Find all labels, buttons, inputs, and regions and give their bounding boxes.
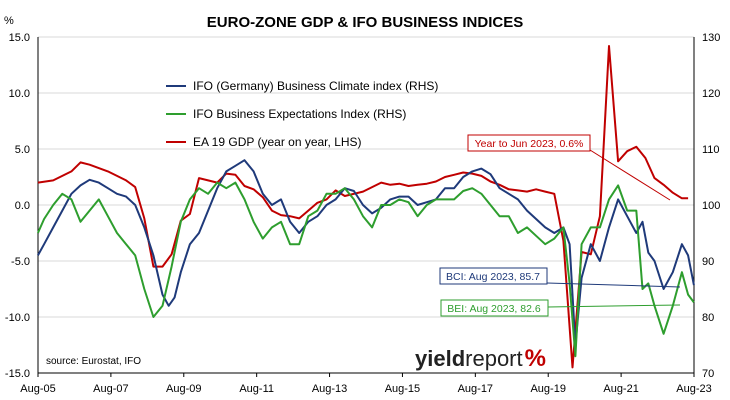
left-axis: 15.0 10.0 5.0 0.0 -5.0 -10.0 -15.0% [4, 15, 30, 380]
left-tick-label: -10.0 [5, 312, 30, 324]
legend: IFO (Germany) Business Climate index (RH… [166, 79, 438, 149]
left-tick-label: 15.0 [9, 32, 30, 44]
right-tick-label: 130 [702, 32, 720, 44]
right-tick-label: 120 [702, 88, 720, 100]
left-tick-label: 0.0 [15, 200, 30, 212]
x-axis: Aug-05 Aug-07 Aug-09 Aug-11 Aug-13 Aug-15 Aug-… [20, 373, 712, 395]
left-tick-label: 10.0 [9, 88, 30, 100]
legend-label-bei: IFO Business Expectations Index (RHS) [193, 107, 406, 121]
annotations: Year to Jun 2023, 0.6% BCI: Aug 2023, 85… [439, 134, 681, 317]
x-tick-label: Aug-05 [20, 383, 55, 395]
right-tick-label: 90 [702, 256, 714, 268]
plot-frame [37, 37, 695, 374]
bei-callout-box [440, 299, 549, 317]
gdp-callout-line [589, 149, 671, 201]
legend-label-gdp: EA 19 GDP (year on year, LHS) [193, 135, 362, 149]
yieldreport-logo: yieldreport% [415, 345, 546, 372]
x-tick-label: Aug-07 [93, 383, 128, 395]
left-tick-label: -5.0 [11, 256, 30, 268]
x-tick-label: Aug-21 [603, 383, 638, 395]
series-lines [36, 45, 695, 369]
bci-callout-text: BCI: Aug 2023, 85.7 [446, 271, 540, 283]
left-tick-label: 5.0 [15, 144, 30, 156]
x-tick-label: Aug-15 [385, 383, 420, 395]
bei-callout-text: BEI: Aug 2023, 82.6 [447, 303, 541, 315]
right-tick-label: 110 [702, 144, 720, 156]
right-tick-label: 100 [702, 200, 720, 212]
bci-callout-box [439, 267, 548, 285]
right-axis: 130 120 110 100 90 80 70 [702, 32, 720, 380]
svg-text:yieldreport%: yieldreport% [415, 345, 546, 372]
x-tick-label: Aug-23 [676, 383, 711, 395]
right-tick-label: 80 [702, 312, 714, 324]
right-tick-label: 70 [702, 368, 714, 380]
left-axis-unit: % [4, 15, 14, 27]
x-tick-label: Aug-09 [166, 383, 201, 395]
gdp-callout-text: Year to Jun 2023, 0.6% [475, 138, 584, 150]
x-tick-label: Aug-19 [530, 383, 565, 395]
x-tick-label: Aug-13 [312, 383, 347, 395]
x-tick-label: Aug-11 [239, 383, 274, 395]
legend-label-bci: IFO (Germany) Business Climate index (RH… [193, 79, 438, 93]
left-tick-label: -15.0 [5, 368, 30, 380]
logo-part-report: report [465, 346, 522, 371]
x-tick-label: Aug-17 [458, 383, 493, 395]
series-bci-line [37, 159, 695, 346]
series-bei-line [36, 181, 695, 358]
gdp-callout-box [467, 134, 591, 152]
source-note: source: Eurostat, IFO [46, 356, 141, 367]
chart-title: EURO-ZONE GDP & IFO BUSINESS INDICES [207, 14, 523, 31]
logo-part-percent: % [525, 345, 546, 372]
bei-callout-line [547, 304, 681, 308]
bci-callout-line [546, 282, 681, 288]
logo-part-yield: yield [415, 346, 465, 371]
